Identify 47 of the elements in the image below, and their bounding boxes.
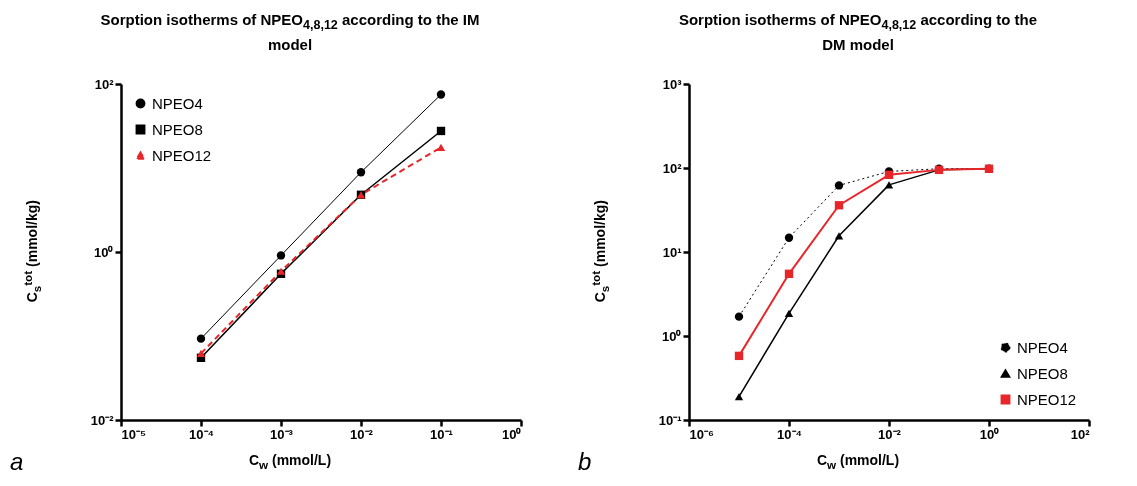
y-tick-label: 10¹ [662,244,682,260]
point [436,126,446,136]
chart-title: Sorption isotherms of NPEO$_{4,8,12}$ according to the DM model [678,11,1038,53]
point [356,168,366,177]
text: a [10,448,24,476]
x-tick-label: 10⁰ [979,426,1000,442]
point [834,181,844,190]
x-tick-label: 10⁻² [350,426,374,442]
y-tick-label: 10² [662,160,683,176]
text: b [578,448,592,476]
legend-label: NPEO8 [152,120,203,138]
x-tick-label: 10⁻⁴ [777,426,802,442]
point [196,349,206,358]
point [834,201,844,210]
y-tick-label: 10³ [662,76,683,92]
legend-label: NPEO4 [1017,338,1068,356]
legend-label: NPEO8 [1017,364,1068,382]
x-tick-label: 10⁻² [878,426,902,442]
x-tick-label: 10⁰ [502,426,522,442]
point [196,334,206,343]
point [436,143,446,151]
x-tick-label: 10⁻⁶ [689,426,714,442]
legend-label: NPEO12 [152,146,212,164]
x-tick-label: 10⁻⁴ [189,426,214,442]
y-tick-label: 10⁰ [94,244,114,260]
x-tick-label: 10⁻⁵ [121,426,147,442]
legend-label: NPEO4 [152,94,203,112]
point [784,309,794,317]
y-tick-label: 10⁻² [90,412,115,428]
x-axis-title: C$_{w}$ (mmol/L) [815,452,901,471]
point [834,232,844,240]
chart-title: Sorption isotherms of NPEO$_{4,8,12}$ according to the IM model [100,11,480,53]
point [784,269,794,278]
y-tick-label: 10⁰ [662,328,682,344]
y-tick-label: 10⁻¹ [658,412,682,428]
x-tick-label: 10² [1070,426,1091,442]
point [276,251,286,260]
y-tick-label: 10² [94,76,115,92]
point [734,312,744,321]
point [436,90,446,99]
point [734,392,744,401]
legend-label: NPEO12 [1017,390,1077,408]
x-tick-label: 10⁻¹ [430,426,453,442]
x-axis-title: C$_{w}$ (mmol/L) [247,452,333,471]
x-tick-label: 10⁻³ [270,426,294,442]
point [734,351,744,361]
point [784,233,794,242]
